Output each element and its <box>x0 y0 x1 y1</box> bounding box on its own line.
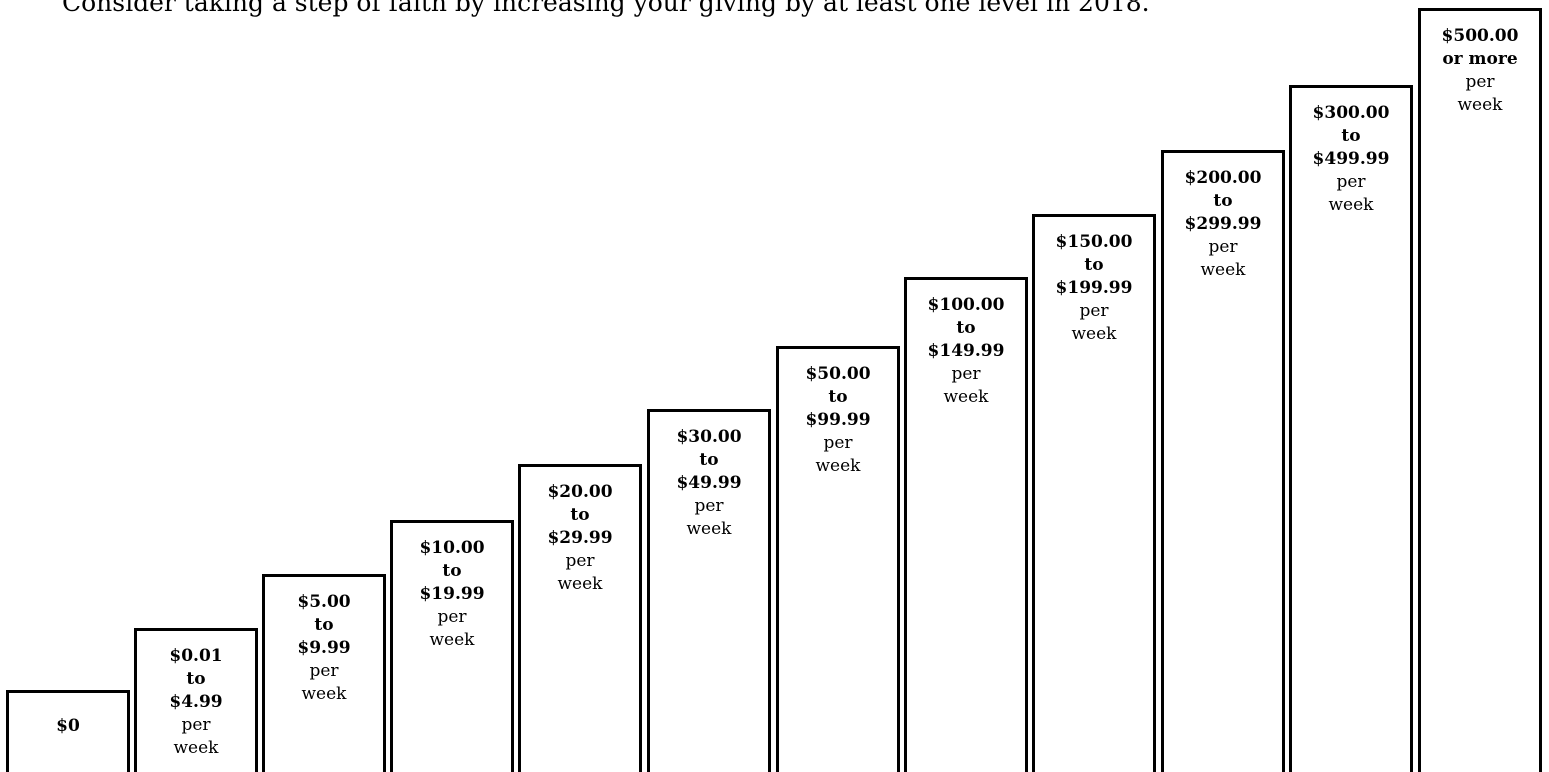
step-unit-line: week <box>1457 95 1503 115</box>
step-unit-line: week <box>557 574 603 594</box>
step-amount-line: to <box>314 615 334 635</box>
step-amount-line: $150.00 <box>1055 232 1133 252</box>
step-amount-line: $4.99 <box>169 692 223 712</box>
step-unit-line: week <box>686 519 732 539</box>
step-amount-line: $10.00 <box>419 538 485 558</box>
step-unit-line: per <box>309 661 339 681</box>
step-amount-line: to <box>828 387 848 407</box>
step-unit-line: per <box>437 607 467 627</box>
step-amount-line: $20.00 <box>547 482 613 502</box>
giving-step-9: $200.00 to $299.99 per week <box>1161 150 1285 772</box>
step-amount-line: to <box>186 669 206 689</box>
step-amount-line: to <box>1084 255 1104 275</box>
giving-step-10: $300.00 to $499.99 per week <box>1289 85 1413 772</box>
step-amount-line: $100.00 <box>927 295 1005 315</box>
step-unit-line: week <box>1071 324 1117 344</box>
giving-step-0: $0 <box>6 690 130 772</box>
step-amount-line: $0 <box>56 716 80 736</box>
giving-step-2: $5.00 to $9.99 per week <box>262 574 386 772</box>
giving-step-4: $20.00 to $29.99 per week <box>518 464 642 772</box>
step-amount-line: $29.99 <box>547 528 613 548</box>
step-amount-line: $5.00 <box>297 592 351 612</box>
step-amount-line: to <box>699 450 719 470</box>
step-unit-line: week <box>815 456 861 476</box>
step-amount-line: to <box>1341 126 1361 146</box>
step-amount-line: $500.00 <box>1441 26 1519 46</box>
step-amount-line: $299.99 <box>1184 214 1262 234</box>
step-unit-line: per <box>694 496 724 516</box>
giving-step-7: $100.00 to $149.99 per week <box>904 277 1028 772</box>
intro-text: Consider taking a step of faith by incre… <box>62 0 1150 17</box>
step-amount-line: $300.00 <box>1312 103 1390 123</box>
giving-step-11: $500.00 or more per week <box>1418 8 1542 772</box>
step-amount-line: to <box>1213 191 1233 211</box>
step-unit-line: week <box>1328 195 1374 215</box>
step-amount-line: $199.99 <box>1055 278 1133 298</box>
step-unit-line: per <box>951 364 981 384</box>
giving-step-8: $150.00 to $199.99 per week <box>1032 214 1156 772</box>
step-amount-line: $200.00 <box>1184 168 1262 188</box>
step-amount-line: $99.99 <box>805 410 871 430</box>
step-unit-line: week <box>943 387 989 407</box>
step-amount-line: to <box>442 561 462 581</box>
step-amount-line: $19.99 <box>419 584 485 604</box>
step-unit-line: per <box>565 551 595 571</box>
step-amount-line: $499.99 <box>1312 149 1390 169</box>
step-amount-line: $30.00 <box>676 427 742 447</box>
step-unit-line: per <box>1208 237 1238 257</box>
step-amount-line: $9.99 <box>297 638 351 658</box>
step-amount-line: $49.99 <box>676 473 742 493</box>
step-amount-line: to <box>570 505 590 525</box>
step-unit-line: per <box>1465 72 1495 92</box>
step-amount-line: $50.00 <box>805 364 871 384</box>
giving-step-1: $0.01 to $4.99 per week <box>134 628 258 772</box>
giving-step-6: $50.00 to $99.99 per week <box>776 346 900 772</box>
step-unit-line: per <box>1336 172 1366 192</box>
step-unit-line: per <box>181 715 211 735</box>
giving-step-3: $10.00 to $19.99 per week <box>390 520 514 772</box>
step-unit-line: week <box>429 630 475 650</box>
step-amount-line: or more <box>1442 49 1518 69</box>
step-unit-line: week <box>1200 260 1246 280</box>
step-amount-line: $149.99 <box>927 341 1005 361</box>
step-amount-line: to <box>956 318 976 338</box>
giving-step-5: $30.00 to $49.99 per week <box>647 409 771 772</box>
step-amount-line: $0.01 <box>169 646 223 666</box>
step-unit-line: week <box>173 738 219 758</box>
step-unit-line: per <box>823 433 853 453</box>
step-unit-line: per <box>1079 301 1109 321</box>
step-unit-line: week <box>301 684 347 704</box>
